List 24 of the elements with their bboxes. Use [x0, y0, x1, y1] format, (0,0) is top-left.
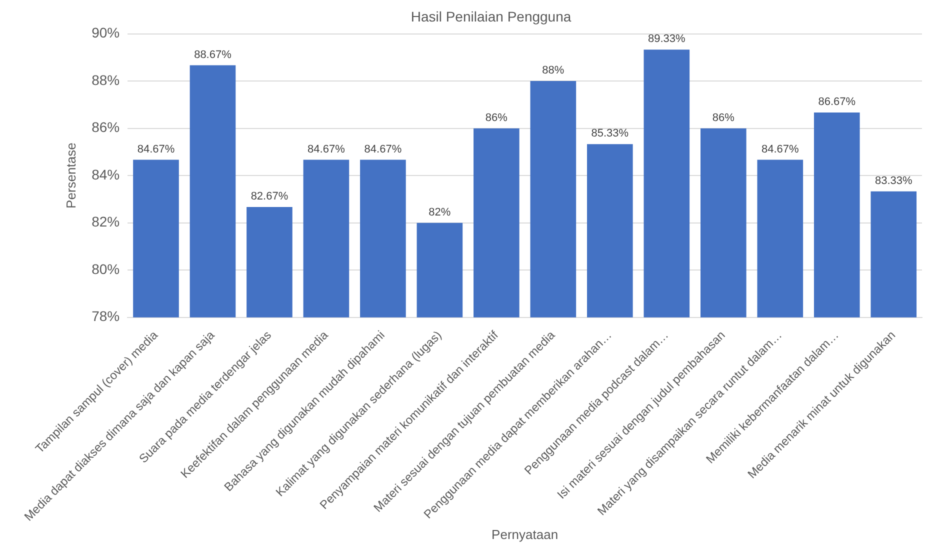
data-label: 82%: [428, 206, 451, 218]
data-label: 86%: [485, 112, 508, 124]
data-label: 84.67%: [761, 143, 800, 156]
y-tick-label: 82%: [92, 214, 120, 230]
x-axis-title: Pernyataan: [492, 526, 558, 542]
chart-title: Hasil Penilaian Pengguna: [410, 8, 572, 24]
y-tick-label: 80%: [92, 260, 120, 277]
data-label: 84.67%: [364, 143, 402, 156]
data-label: 84.67%: [308, 143, 346, 156]
data-label: 84.67%: [137, 143, 175, 156]
y-tick-label: 78%: [92, 308, 120, 324]
data-label: 88.67%: [194, 48, 232, 61]
data-label: 88%: [542, 64, 564, 77]
data-label: 89.33%: [648, 33, 686, 46]
y-tick-label: 90%: [92, 24, 120, 41]
data-label: 83.33%: [874, 174, 912, 187]
y-tick-label: 86%: [92, 119, 120, 136]
y-axis-title: Persentase: [63, 142, 78, 208]
data-label: 82.67%: [250, 190, 288, 203]
data-label: 85.33%: [591, 128, 629, 140]
y-tick-label: 88%: [92, 72, 120, 88]
data-label: 86%: [712, 112, 735, 124]
y-tick-label: 84%: [92, 166, 120, 182]
data-label: 86.67%: [818, 96, 856, 108]
